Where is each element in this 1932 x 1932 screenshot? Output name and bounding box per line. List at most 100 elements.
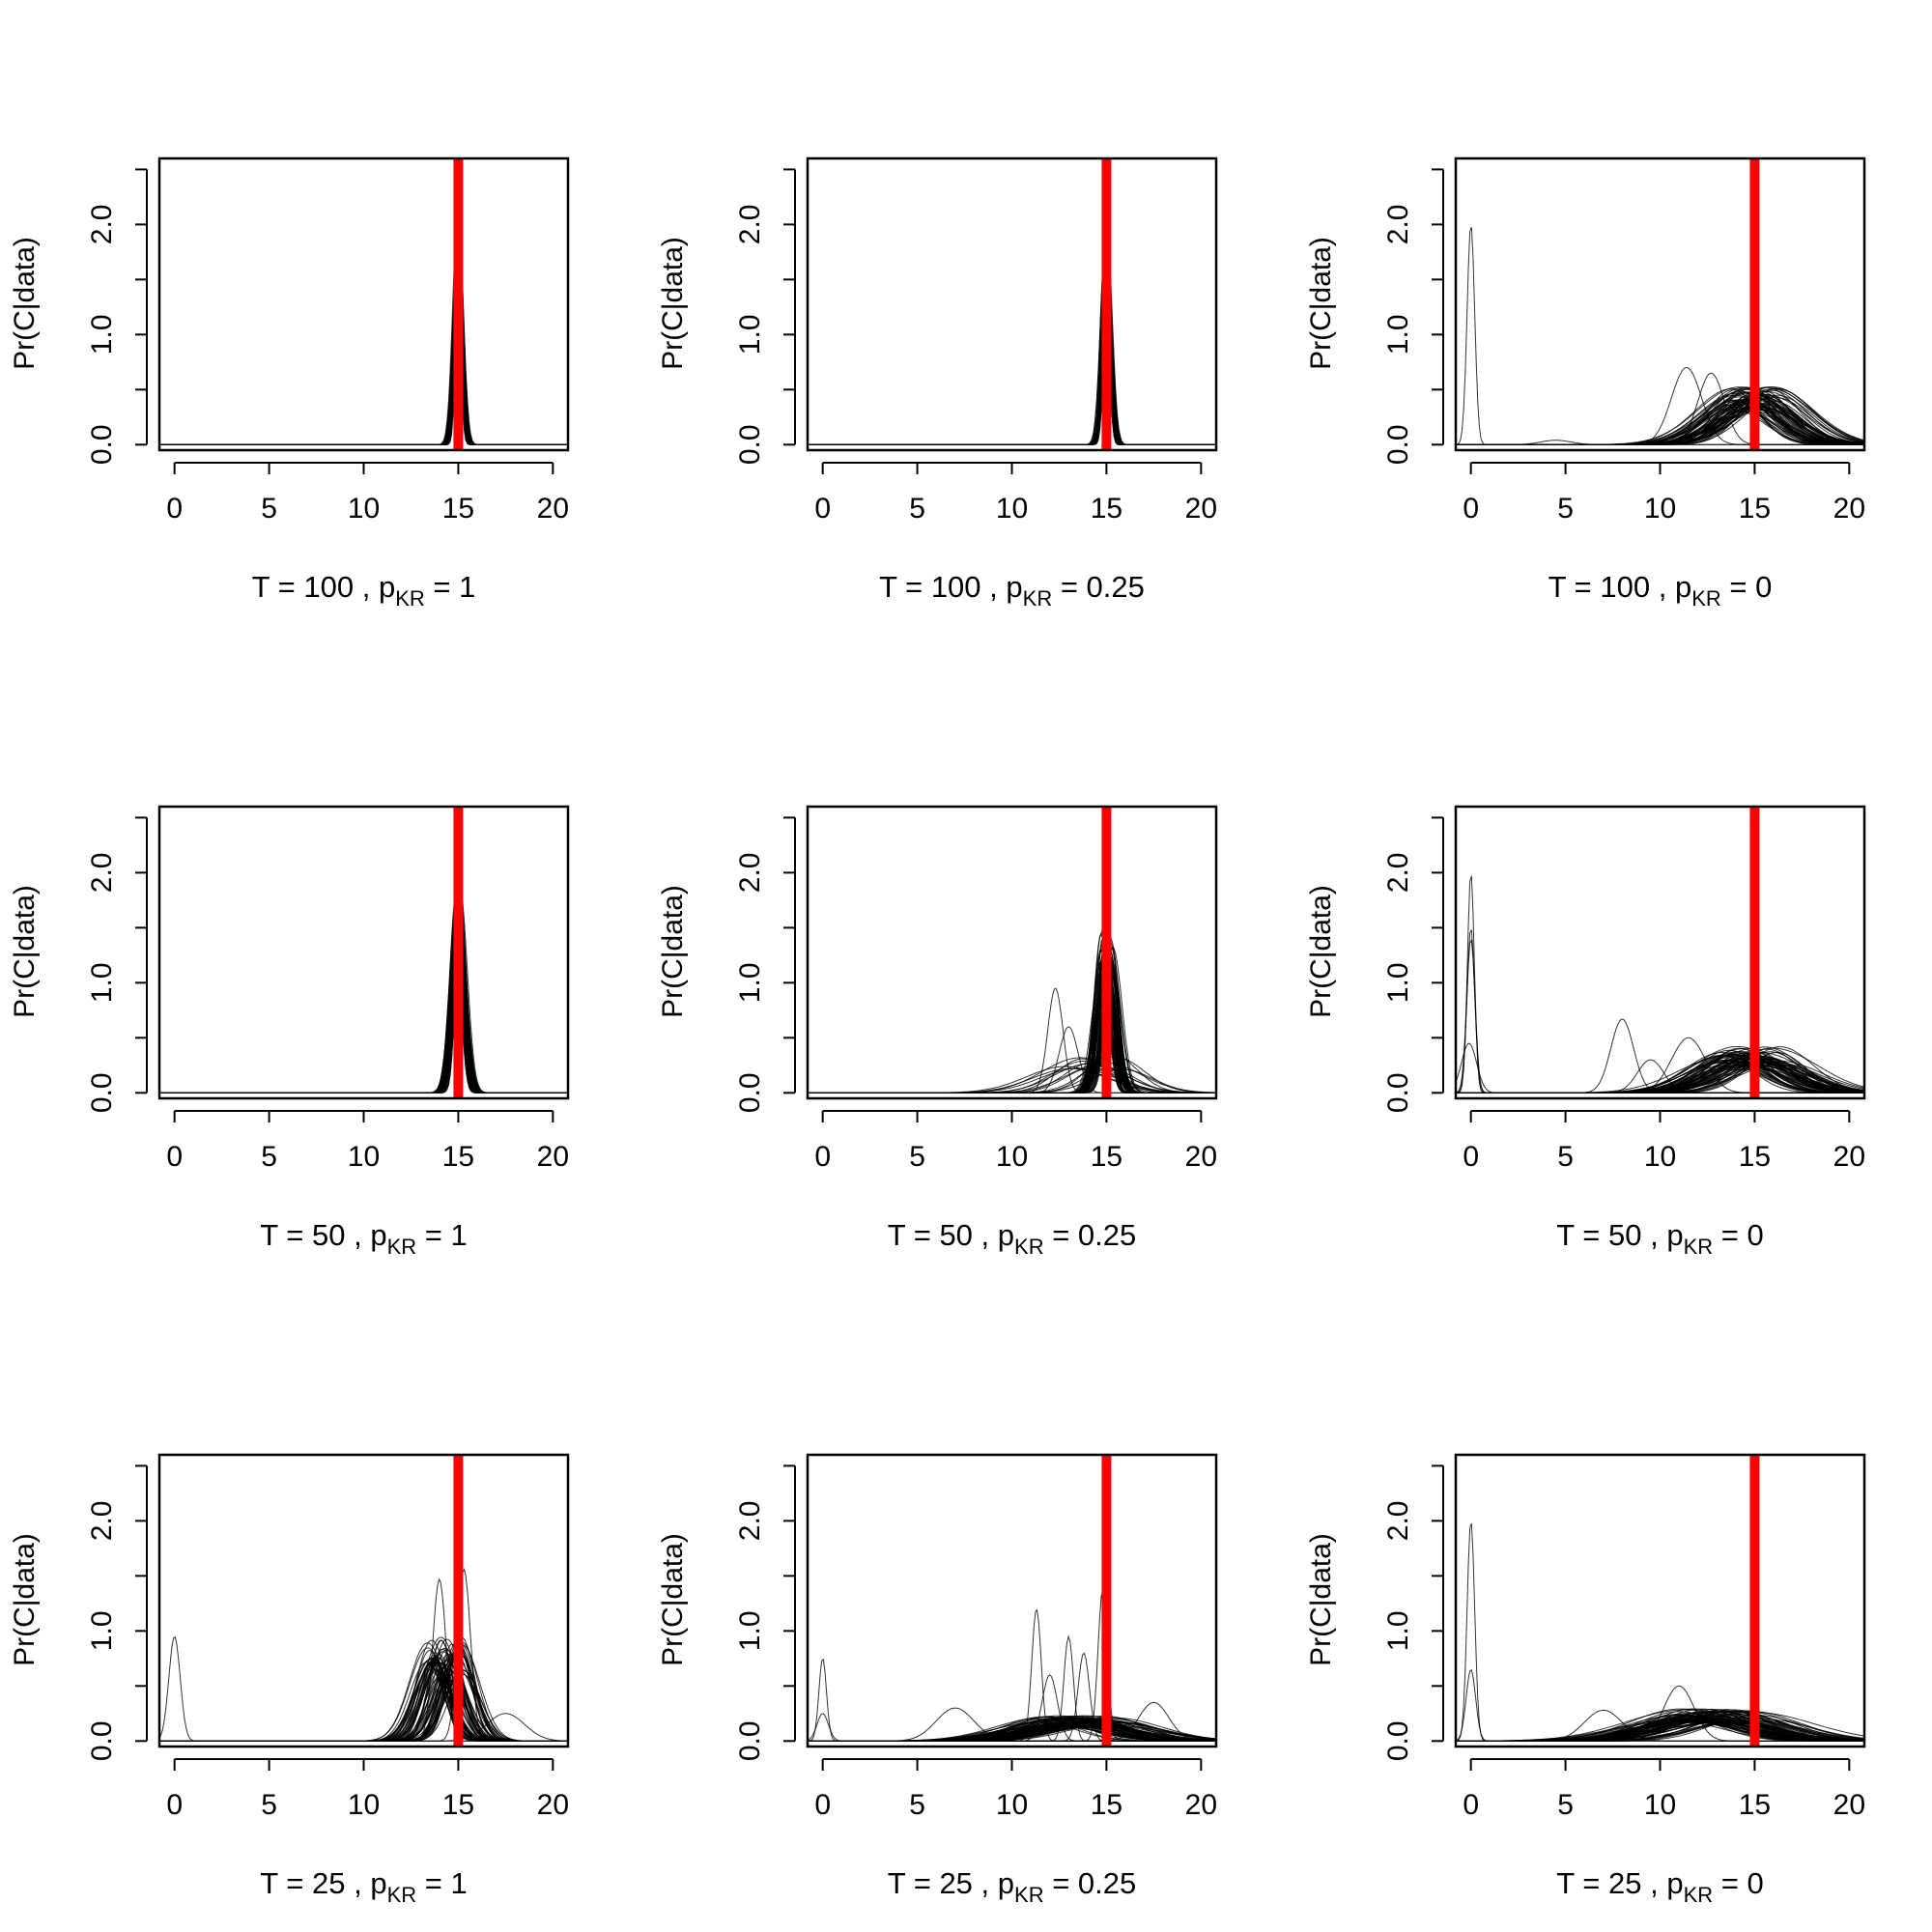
posterior-curve <box>808 315 1216 445</box>
posterior-curve <box>159 950 568 1094</box>
posterior-curve <box>159 1662 568 1742</box>
posterior-curve <box>159 300 568 445</box>
x-tick-label: 5 <box>909 1141 925 1173</box>
x-axis-title-part: 50 <box>939 1218 972 1252</box>
x-tick-label: 15 <box>1091 493 1122 525</box>
x-axis-title-part: 50 <box>1608 1218 1641 1252</box>
panel-25-0: 0 5 10 15 20 0.0 1.0 2.0 Pr(C|data) T = 25 , pKR … <box>1305 1453 1866 1907</box>
density-curves <box>808 1590 1216 1742</box>
posterior-curve <box>808 285 1216 445</box>
x-axis-title-part: = <box>1052 570 1086 604</box>
posterior-curve <box>808 315 1216 445</box>
posterior-curve <box>159 1679 568 1742</box>
x-axis-title-part: , <box>1650 570 1675 604</box>
posterior-curve <box>808 955 1216 1094</box>
posterior-curve <box>808 232 1216 445</box>
posterior-curve <box>808 937 1216 1094</box>
posterior-curve <box>159 226 568 445</box>
x-axis-title-part: p <box>1666 1218 1683 1252</box>
x-axis-title-subscript: KR <box>395 586 425 611</box>
x-tick-label: 15 <box>1739 1141 1771 1173</box>
posterior-curve <box>808 262 1216 445</box>
posterior-curve <box>808 228 1216 445</box>
posterior-curve <box>808 291 1216 445</box>
posterior-curve <box>159 1663 568 1742</box>
posterior-curve <box>808 248 1216 445</box>
panel-100-0: 0 5 10 15 20 0.0 1.0 2.0 Pr(C|data) T = 100 , pKR… <box>1305 156 1866 611</box>
panel-25-1: 0 5 10 15 20 0.0 1.0 2.0 Pr(C|data) T = 25 , pKR … <box>9 1453 570 1907</box>
posterior-curve <box>808 255 1216 445</box>
posterior-curve <box>159 266 568 445</box>
y-tick-label: 2.0 <box>1382 853 1414 894</box>
x-axis-title-part: T = <box>260 1218 312 1252</box>
y-tick-label: 2.0 <box>1382 205 1414 245</box>
posterior-curve-outlier <box>808 1701 1216 1742</box>
posterior-curve <box>159 1674 568 1742</box>
y-tick-label: 0.0 <box>86 424 118 465</box>
x-axis-title-part: , <box>354 570 379 604</box>
posterior-curve <box>159 309 568 445</box>
posterior-curve <box>159 270 568 445</box>
posterior-curve <box>159 908 568 1094</box>
x-axis-title-part: 0.25 <box>1078 1866 1136 1900</box>
posterior-curve <box>159 1661 568 1742</box>
posterior-curve <box>159 313 568 445</box>
posterior-curve <box>159 910 568 1094</box>
posterior-curve <box>159 919 568 1094</box>
posterior-curve <box>159 273 568 445</box>
y-tick-label: 0.0 <box>1382 1072 1414 1113</box>
posterior-curve <box>808 232 1216 445</box>
posterior-curve-outlier <box>808 1608 1216 1742</box>
posterior-curve <box>808 239 1216 445</box>
y-axis-title: Pr(C|data) <box>657 885 689 1018</box>
y-tick-label: 0.0 <box>734 424 766 465</box>
x-tick-label: 10 <box>348 493 380 525</box>
posterior-curve <box>808 272 1216 445</box>
posterior-curve <box>808 299 1216 445</box>
posterior-curve <box>159 1662 568 1742</box>
posterior-curve <box>808 264 1216 445</box>
posterior-curve <box>159 896 568 1094</box>
y-tick-label: 2.0 <box>86 853 118 894</box>
x-tick-label: 10 <box>348 1789 380 1821</box>
posterior-curve <box>808 242 1216 445</box>
posterior-curve <box>808 235 1216 445</box>
y-tick-label: 0.0 <box>1382 1720 1414 1761</box>
y-tick-label: 1.0 <box>734 962 766 1003</box>
posterior-curve <box>808 949 1216 1094</box>
posterior-curve <box>159 1662 568 1742</box>
posterior-curve <box>159 950 568 1094</box>
posterior-curve <box>159 1678 568 1742</box>
posterior-curve <box>159 1655 568 1742</box>
x-tick-label: 20 <box>1185 1789 1217 1821</box>
x-axis-title-subscript: KR <box>1023 586 1053 611</box>
posterior-curve <box>808 271 1216 445</box>
posterior-curve <box>808 949 1216 1094</box>
posterior-curve <box>159 909 568 1094</box>
posterior-curve <box>808 321 1216 445</box>
posterior-curve <box>159 910 568 1094</box>
posterior-curve <box>159 226 568 445</box>
y-tick-label: 1.0 <box>1382 962 1414 1003</box>
posterior-curve <box>808 946 1216 1094</box>
posterior-curve <box>159 930 568 1094</box>
y-tick-label: 1.0 <box>1382 1610 1414 1651</box>
posterior-curve <box>159 885 568 1094</box>
x-axis-title-part: 100 <box>303 570 354 604</box>
posterior-curve <box>159 893 568 1094</box>
x-axis-title-part: T = <box>879 570 931 604</box>
posterior-curve <box>159 935 568 1094</box>
posterior-curve <box>808 941 1216 1094</box>
y-tick-label: 1.0 <box>86 314 118 355</box>
x-axis-title: T = 50 , pKR = 1 <box>260 1218 467 1259</box>
y-tick-label: 0.0 <box>1382 424 1414 465</box>
posterior-curve <box>808 298 1216 445</box>
posterior-curve <box>808 990 1216 1094</box>
posterior-curve <box>159 252 568 445</box>
posterior-curve <box>159 888 568 1094</box>
posterior-curve <box>159 888 568 1094</box>
panel-100-0.25: 0 5 10 15 20 0.0 1.0 2.0 Pr(C|data) T = 100 , pKR… <box>657 156 1218 611</box>
x-axis-title-part: , <box>345 1218 370 1252</box>
x-tick-label: 0 <box>166 1789 183 1821</box>
posterior-curve <box>808 238 1216 445</box>
